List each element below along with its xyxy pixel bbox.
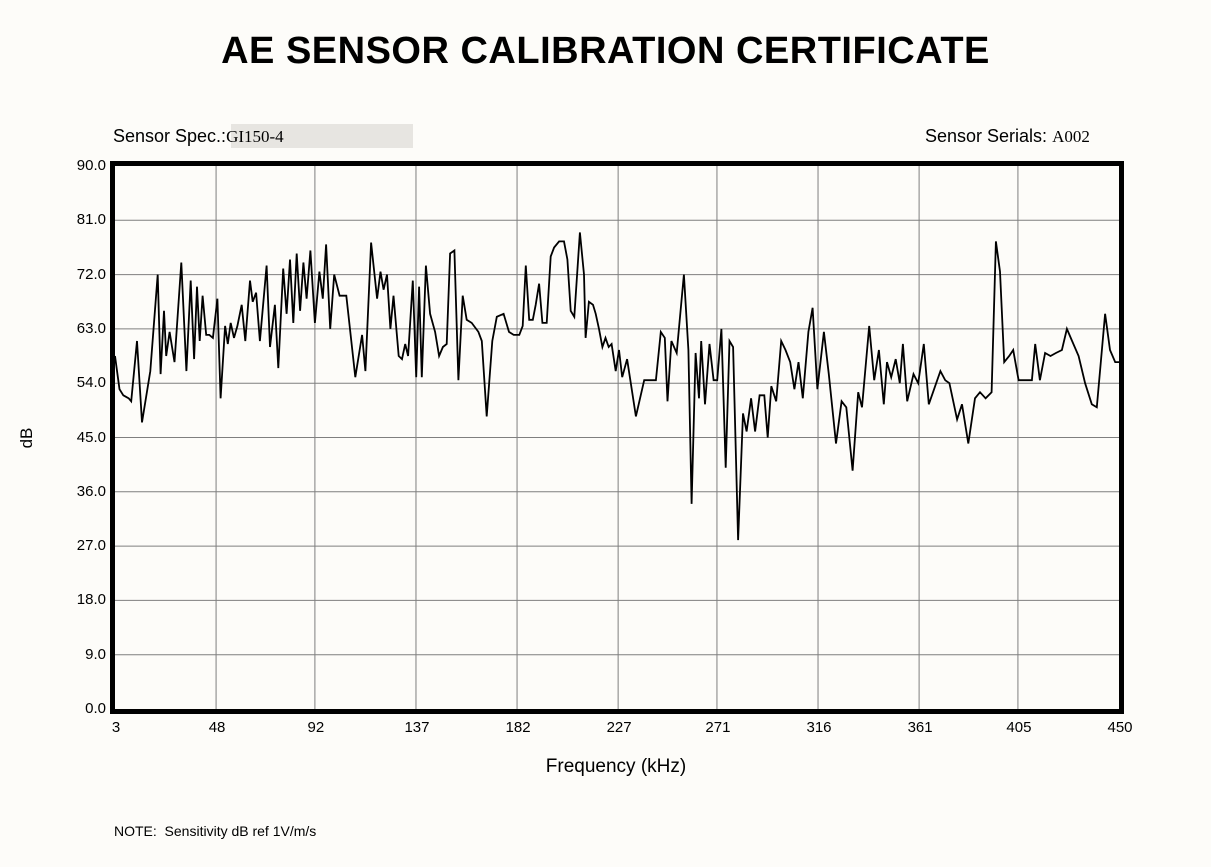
x-tick-label: 182 (505, 719, 531, 736)
y-tick-label: 63.0 (76, 319, 106, 337)
y-tick-label: 54.0 (76, 374, 106, 392)
x-tick-label: 405 (1006, 719, 1032, 736)
sensor-serials-label: Sensor Serials: (925, 126, 1053, 146)
y-tick-label: 27.0 (76, 537, 106, 555)
x-tick-label: 316 (806, 719, 832, 736)
sensitivity-curve (115, 232, 1119, 541)
x-axis-label: Frequency (kHz) (545, 756, 687, 777)
x-tick-label: 227 (606, 719, 632, 736)
x-tick-label: 48 (208, 719, 226, 736)
x-tick-label: 361 (907, 719, 933, 736)
sensor-spec-value: GI150-4 (226, 127, 284, 146)
y-tick-label: 81.0 (76, 211, 106, 229)
y-tick-label: 18.0 (76, 591, 106, 609)
x-tick-label: 3 (111, 719, 121, 736)
plot-area (110, 161, 1124, 714)
frequency-response-chart (115, 166, 1119, 709)
grid-lines (115, 166, 1119, 709)
y-tick-label: 72.0 (76, 265, 106, 283)
y-tick-label: 36.0 (76, 482, 106, 500)
sensor-spec-field: Sensor Spec.:GI150-4 (113, 126, 284, 147)
x-tick-label: 450 (1107, 719, 1133, 736)
sensor-serials-field: Sensor Serials: A002 (925, 126, 1090, 147)
x-tick-label: 92 (307, 719, 325, 736)
y-tick-label: 45.0 (76, 428, 106, 446)
spec-highlight-artifact (231, 124, 413, 148)
y-tick-label: 90.0 (76, 157, 106, 174)
y-tick-label: 0.0 (85, 700, 106, 717)
y-tick-label: 9.0 (85, 645, 106, 663)
note-text: NOTE: Sensitivity dB ref 1V/m/s (114, 823, 317, 839)
x-tick-label: 271 (705, 719, 731, 736)
sensor-spec-label: Sensor Spec.: (113, 126, 227, 146)
sensor-serials-value: A002 (1052, 127, 1090, 146)
certificate-title: AE SENSOR CALIBRATION CERTIFICATE (221, 30, 990, 72)
x-tick-label: 137 (404, 719, 430, 736)
